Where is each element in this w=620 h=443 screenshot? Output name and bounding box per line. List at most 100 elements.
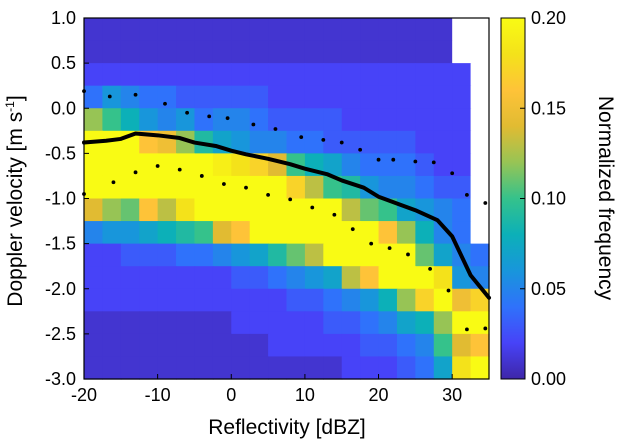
heatmap-cell [268, 153, 288, 177]
heatmap-cell [323, 40, 343, 64]
y-tick-label: -3.0 [45, 369, 76, 389]
heatmap-cell [323, 288, 343, 312]
heatmap-cell [231, 333, 251, 358]
upper-percentile-dot [251, 122, 256, 127]
heatmap-cell [415, 243, 435, 267]
heatmap-cell [323, 311, 343, 335]
heatmap-cell [102, 356, 122, 380]
heatmap-cell [286, 221, 306, 245]
heatmap-cell [323, 221, 343, 245]
heatmap-cell [378, 311, 398, 335]
heatmap-cell [157, 175, 177, 200]
colorbar-tick-label: 0.20 [531, 8, 566, 28]
heatmap-cell [194, 108, 214, 132]
heatmap-cell [360, 85, 380, 109]
heatmap-cell [433, 288, 453, 312]
heatmap-cell [231, 243, 251, 267]
heatmap-cell [470, 63, 490, 87]
heatmap-cell [415, 175, 435, 200]
heatmap-cell [304, 175, 324, 200]
heatmap-cell [176, 221, 196, 245]
heatmap-cell [433, 108, 453, 132]
upper-percentile-dot [431, 160, 436, 165]
heatmap-cell [396, 221, 416, 245]
lower-percentile-dot [310, 205, 315, 210]
y-tick-label: 1.0 [51, 8, 76, 28]
heatmap-cell [102, 243, 122, 267]
heatmap-cell [360, 153, 380, 177]
heatmap-cell [323, 108, 343, 132]
heatmap-cell [415, 311, 435, 335]
heatmap-cell [157, 63, 177, 87]
heatmap-cell [139, 221, 159, 245]
heatmap-cell [268, 266, 288, 290]
upper-percentile-dot [483, 201, 488, 205]
heatmap-cell [304, 130, 324, 154]
y-axis-ticks: 1.0 0.5 0.0 -0.5 -1.0 -1.5 -2.0 -2.5 -3.0 [45, 8, 89, 389]
heatmap-cell [304, 63, 324, 87]
heatmap-cell [415, 85, 435, 109]
heatmap-cell [120, 18, 140, 42]
heatmap-cell [176, 18, 196, 42]
heatmap-cell [470, 18, 490, 42]
colorbar-tick-label: 0.10 [531, 189, 566, 209]
heatmap-cell [323, 130, 343, 154]
heatmap-cell [102, 63, 122, 87]
upper-percentile-dot [465, 192, 469, 197]
heatmap-cell [323, 356, 343, 380]
heatmap-cell [286, 18, 306, 42]
heatmap-cell [433, 18, 453, 42]
heatmap-cell [120, 221, 140, 245]
heatmap-cell [378, 175, 398, 200]
heatmap-cell [268, 85, 288, 109]
heatmap-cell [341, 153, 361, 177]
heatmap-cell [249, 333, 269, 358]
heatmap-cell [249, 288, 269, 312]
heatmap-cell [470, 85, 490, 109]
heatmap-cell [249, 18, 269, 42]
heatmap-cell [268, 18, 288, 42]
heatmap-cell [286, 85, 306, 109]
heatmap-cell [102, 175, 122, 200]
heatmap-cell [268, 333, 288, 358]
lower-percentile-dot [199, 174, 204, 178]
heatmap-cell [360, 108, 380, 132]
heatmap-cell [176, 108, 196, 132]
heatmap-cell [212, 175, 232, 200]
heatmap-cell [378, 40, 398, 64]
upper-percentile-dot [273, 127, 278, 131]
heatmap-cell [157, 333, 177, 358]
heatmap-cell [139, 153, 159, 177]
heatmap-cell [341, 198, 361, 222]
heatmap-cell [194, 266, 214, 290]
median-line [82, 131, 491, 300]
heatmap-cell [231, 85, 251, 109]
heatmap-cell [249, 243, 269, 267]
y-tick-label: 0.5 [51, 53, 76, 73]
heatmap-cell [268, 288, 288, 312]
x-tick-label: 20 [369, 385, 389, 405]
heatmap-cell [268, 175, 288, 200]
heatmap-cell [194, 153, 214, 177]
heatmap-cell [415, 153, 435, 177]
heatmap-cell [231, 18, 251, 42]
heatmap-cell [84, 63, 104, 87]
heatmap-cell [212, 108, 232, 132]
heatmap-cell [176, 356, 196, 380]
heatmap-cell [452, 85, 472, 109]
upper-percentile-dot [185, 110, 189, 115]
heatmap-cell [304, 198, 324, 222]
heatmap-cell [249, 40, 269, 64]
heatmap-cell [139, 175, 159, 200]
heatmap-cell [157, 85, 177, 109]
heatmap-cell [378, 243, 398, 267]
heatmap-cell [304, 243, 324, 267]
heatmap-cell [304, 356, 324, 380]
heatmap-cell [286, 40, 306, 64]
heatmap-cell [176, 85, 196, 109]
heatmap-cell [304, 288, 324, 312]
heatmap-cell [286, 130, 306, 154]
heatmap-cell [139, 85, 159, 109]
percentile-dots [82, 89, 488, 332]
heatmap-cell [194, 311, 214, 335]
